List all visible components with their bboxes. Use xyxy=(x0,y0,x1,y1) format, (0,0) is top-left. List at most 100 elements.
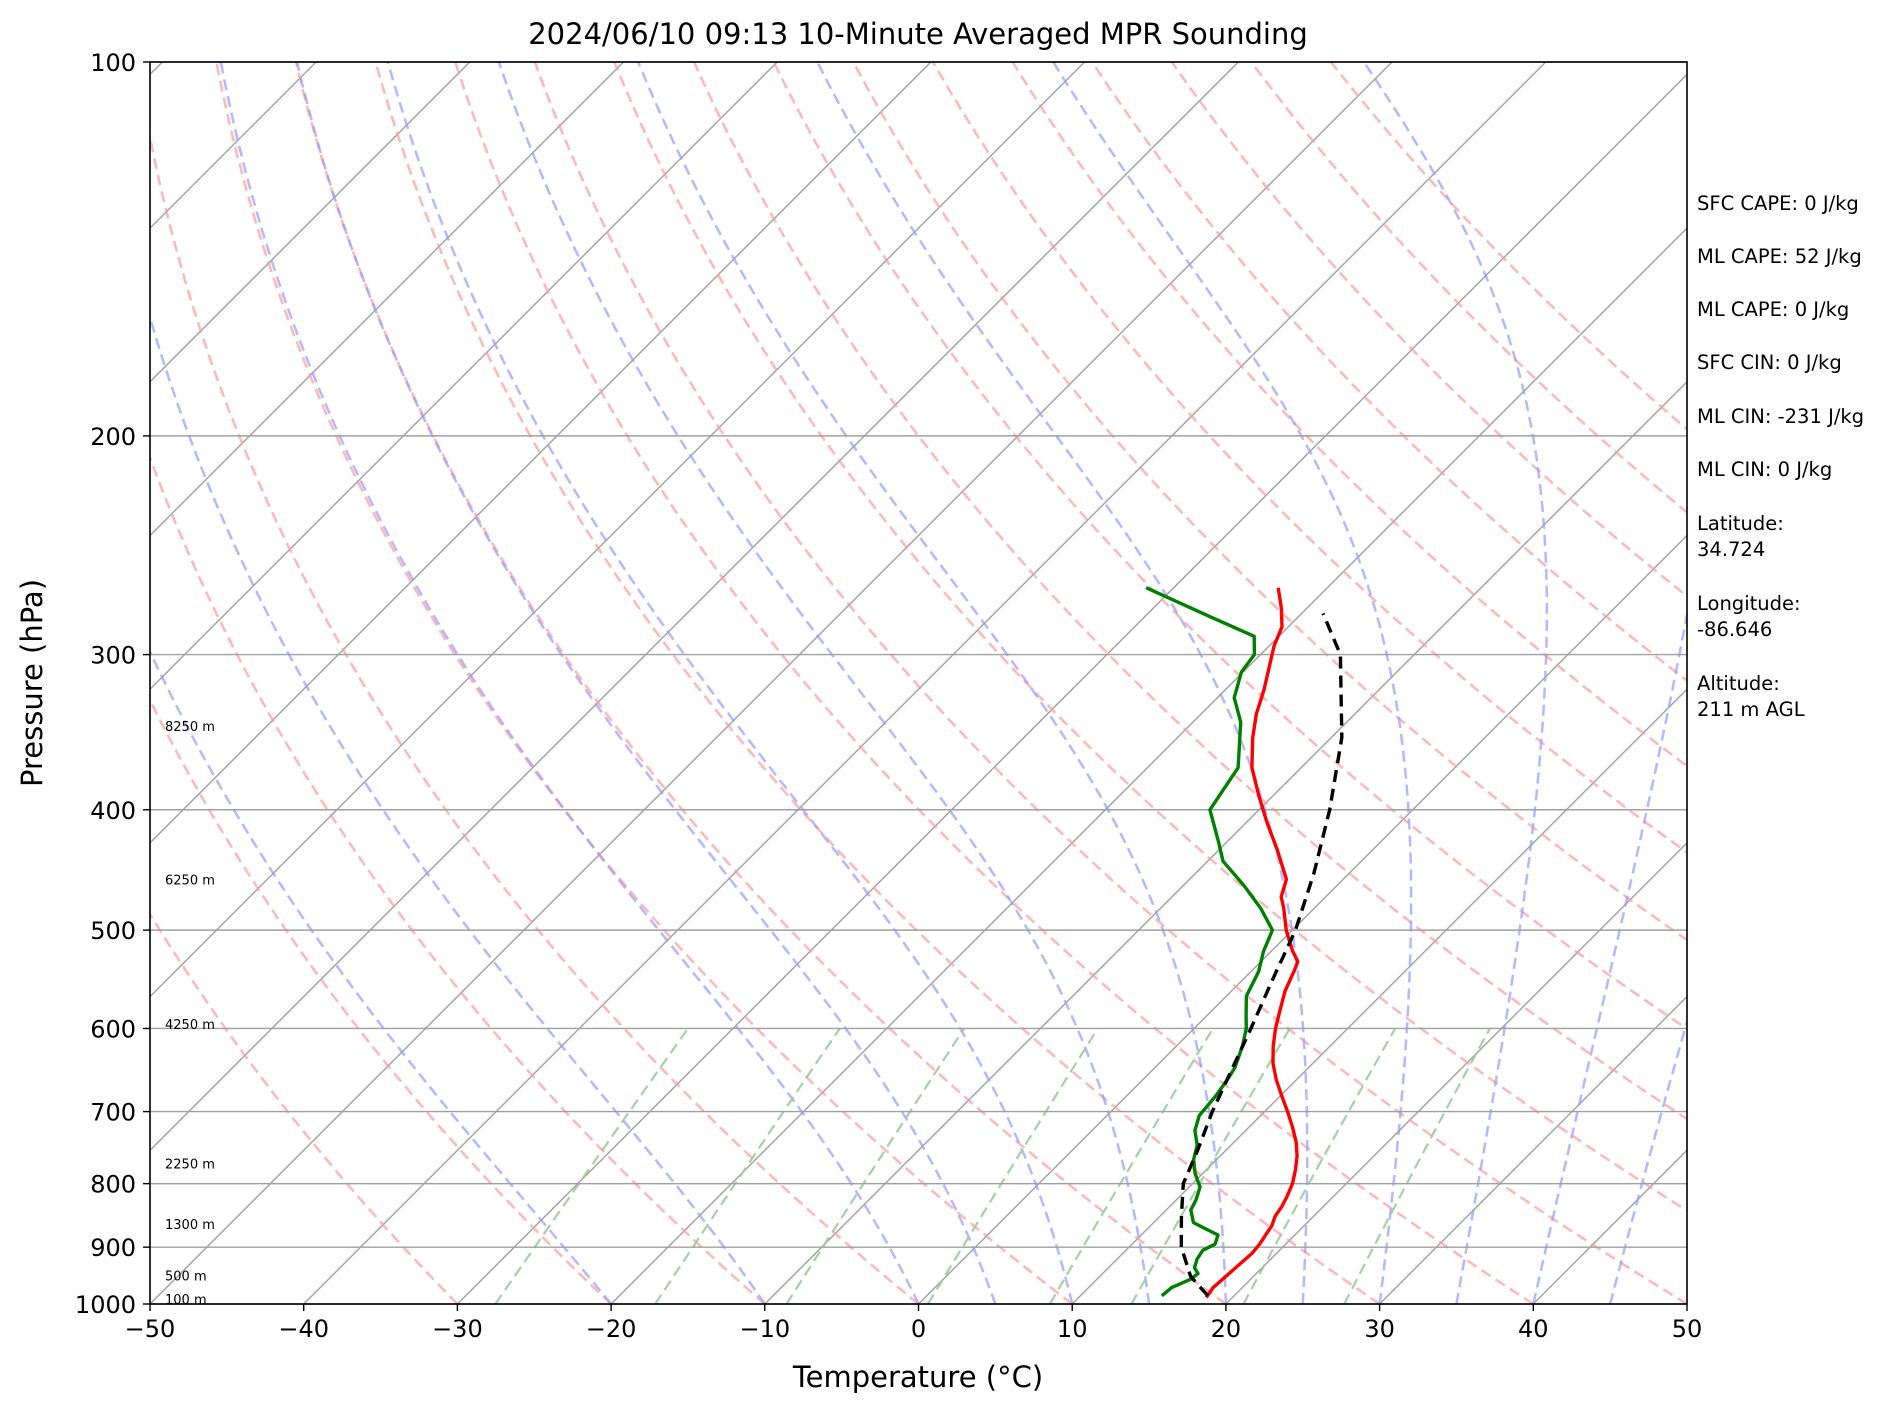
height-label: 2250 m xyxy=(165,1157,215,1172)
dry-adiabat-line xyxy=(852,62,1687,942)
isotherm-line xyxy=(303,62,1547,1304)
dry-adiabat-line xyxy=(150,454,766,1304)
x-tick-label: 10 xyxy=(1057,1315,1088,1343)
x-tick-label: 20 xyxy=(1211,1315,1242,1343)
x-axis-ticks: −50 −40 −30 −20 −10 0 10 20 30 40 50 xyxy=(125,1304,1703,1343)
moist-adiabat-line xyxy=(816,62,1309,1304)
mixing-ratio-line xyxy=(1130,1027,1291,1304)
moist-adiabat-line xyxy=(497,62,1151,1304)
height-label: 500 m xyxy=(165,1269,207,1284)
ml-cape-text-2: ML CAPE: 0 J/kg xyxy=(1697,298,1849,321)
plot-frame xyxy=(149,61,1688,1305)
sfc-cape-text: SFC CAPE: 0 J/kg xyxy=(1697,192,1859,215)
isotherm-line xyxy=(610,227,1687,1304)
data-series xyxy=(1145,586,1344,1299)
x-tick-label: −20 xyxy=(586,1315,637,1343)
height-label: 6250 m xyxy=(165,873,215,888)
ml-cin-text-2: ML CIN: 0 J/kg xyxy=(1697,458,1832,481)
altitude-value: 211 m AGL xyxy=(1697,698,1805,721)
latitude-value: 34.724 xyxy=(1697,538,1765,561)
isotherm-line xyxy=(150,62,624,537)
mixing-ratio-line xyxy=(1343,1027,1491,1304)
mixing-ratio-line xyxy=(1048,1027,1214,1304)
x-tick-label: −30 xyxy=(432,1315,483,1343)
parcel-line xyxy=(1179,612,1344,1297)
x-axis-label: Temperature (°C) xyxy=(792,1360,1043,1394)
height-labels: 100 m 500 m 1300 m 2250 m 4250 m 6250 m 8250 m xyxy=(165,720,215,1308)
y-tick-label: 800 xyxy=(90,1171,136,1199)
isotherm-line xyxy=(150,62,471,383)
moist-adiabat-line xyxy=(1608,1017,1687,1304)
y-axis-label: Pressure (hPa) xyxy=(15,579,49,787)
moist-adiabat-line xyxy=(637,62,1228,1304)
mixing-ratio-line xyxy=(926,1027,1099,1304)
isotherm-line xyxy=(150,62,1086,998)
height-label: 8250 m xyxy=(165,720,215,735)
temperature-line xyxy=(1204,587,1300,1299)
x-tick-label: −40 xyxy=(278,1315,329,1343)
ml-cape-text: ML CAPE: 52 J/kg xyxy=(1697,245,1862,268)
isotherm-line xyxy=(764,380,1687,1304)
isotherm-line xyxy=(1071,688,1687,1304)
x-tick-label: −10 xyxy=(739,1315,790,1343)
x-tick-label: 30 xyxy=(1364,1315,1395,1343)
chart-title: 2024/06/10 09:13 10-Minute Averaged MPR … xyxy=(528,17,1308,51)
height-label: 1300 m xyxy=(165,1218,215,1233)
y-tick-label: 200 xyxy=(90,423,136,451)
y-tick-label: 1000 xyxy=(75,1291,136,1319)
y-axis-ticks: 100 200 300 400 500 600 700 800 900 1000 xyxy=(75,49,150,1319)
x-tick-label: 50 xyxy=(1672,1315,1703,1343)
dry-adiabat-line xyxy=(1011,62,1687,768)
dry-adiabat-line xyxy=(215,62,1073,1304)
pressure-gridlines xyxy=(150,61,1687,1305)
isotherm-line xyxy=(1379,995,1687,1304)
moist-adiabat-line xyxy=(386,62,1074,1304)
y-tick-label: 600 xyxy=(90,1015,136,1043)
moist-adiabat-line xyxy=(1362,62,1549,1304)
longitude-value: -86.646 xyxy=(1697,618,1772,641)
dry-adiabat-line xyxy=(533,62,1687,1304)
dry-adiabat-line xyxy=(1170,62,1687,598)
dry-adiabat-line xyxy=(613,62,1687,1213)
isotherm-line xyxy=(918,534,1687,1304)
dewpoint-line xyxy=(1145,586,1275,1298)
dry-adiabat-line xyxy=(454,62,1534,1304)
mixing-ratio-line xyxy=(494,1027,689,1304)
y-tick-label: 400 xyxy=(90,797,136,825)
isotherm-line xyxy=(1225,841,1687,1304)
moist-adiabat-line xyxy=(150,648,613,1304)
dry-adiabat-line xyxy=(150,911,459,1304)
background-lines xyxy=(0,62,1687,1304)
x-tick-label: 0 xyxy=(911,1315,926,1343)
moist-adiabat-line xyxy=(219,62,920,1304)
altitude-label: Altitude: xyxy=(1697,672,1780,695)
y-tick-label: 700 xyxy=(90,1099,136,1127)
sfc-cin-text: SFC CIN: 0 J/kg xyxy=(1697,351,1842,374)
y-tick-label: 500 xyxy=(90,917,136,945)
moist-adiabat-line xyxy=(1532,607,1687,1304)
dry-adiabat-line xyxy=(294,62,1227,1304)
x-tick-label: −50 xyxy=(125,1315,176,1343)
moist-adiabat-line xyxy=(150,313,766,1304)
y-tick-label: 300 xyxy=(90,642,136,670)
latitude-label: Latitude: xyxy=(1697,512,1784,535)
dry-adiabat-line xyxy=(772,62,1687,1031)
dry-adiabat-line xyxy=(150,130,920,1304)
moist-adiabat-line xyxy=(1052,62,1413,1304)
isotherm-line xyxy=(0,62,9,1304)
longitude-label: Longitude: xyxy=(1697,592,1801,615)
height-label: 100 m xyxy=(165,1293,207,1308)
x-tick-label: 40 xyxy=(1518,1315,1549,1343)
isotherm-line xyxy=(150,62,1393,1304)
y-tick-label: 900 xyxy=(90,1234,136,1262)
isotherm-line xyxy=(150,62,932,844)
mixing-ratio-line xyxy=(654,1027,841,1304)
dry-adiabat-line xyxy=(150,697,612,1304)
ml-cin-text: ML CIN: -231 J/kg xyxy=(1697,405,1864,428)
isotherm-line xyxy=(150,62,778,691)
isotherm-line xyxy=(456,73,1687,1304)
stats-panel: SFC CAPE: 0 J/kg ML CAPE: 52 J/kg ML CAP… xyxy=(1697,192,1864,721)
height-label: 4250 m xyxy=(165,1018,215,1033)
dry-adiabat-line xyxy=(692,62,1687,1121)
